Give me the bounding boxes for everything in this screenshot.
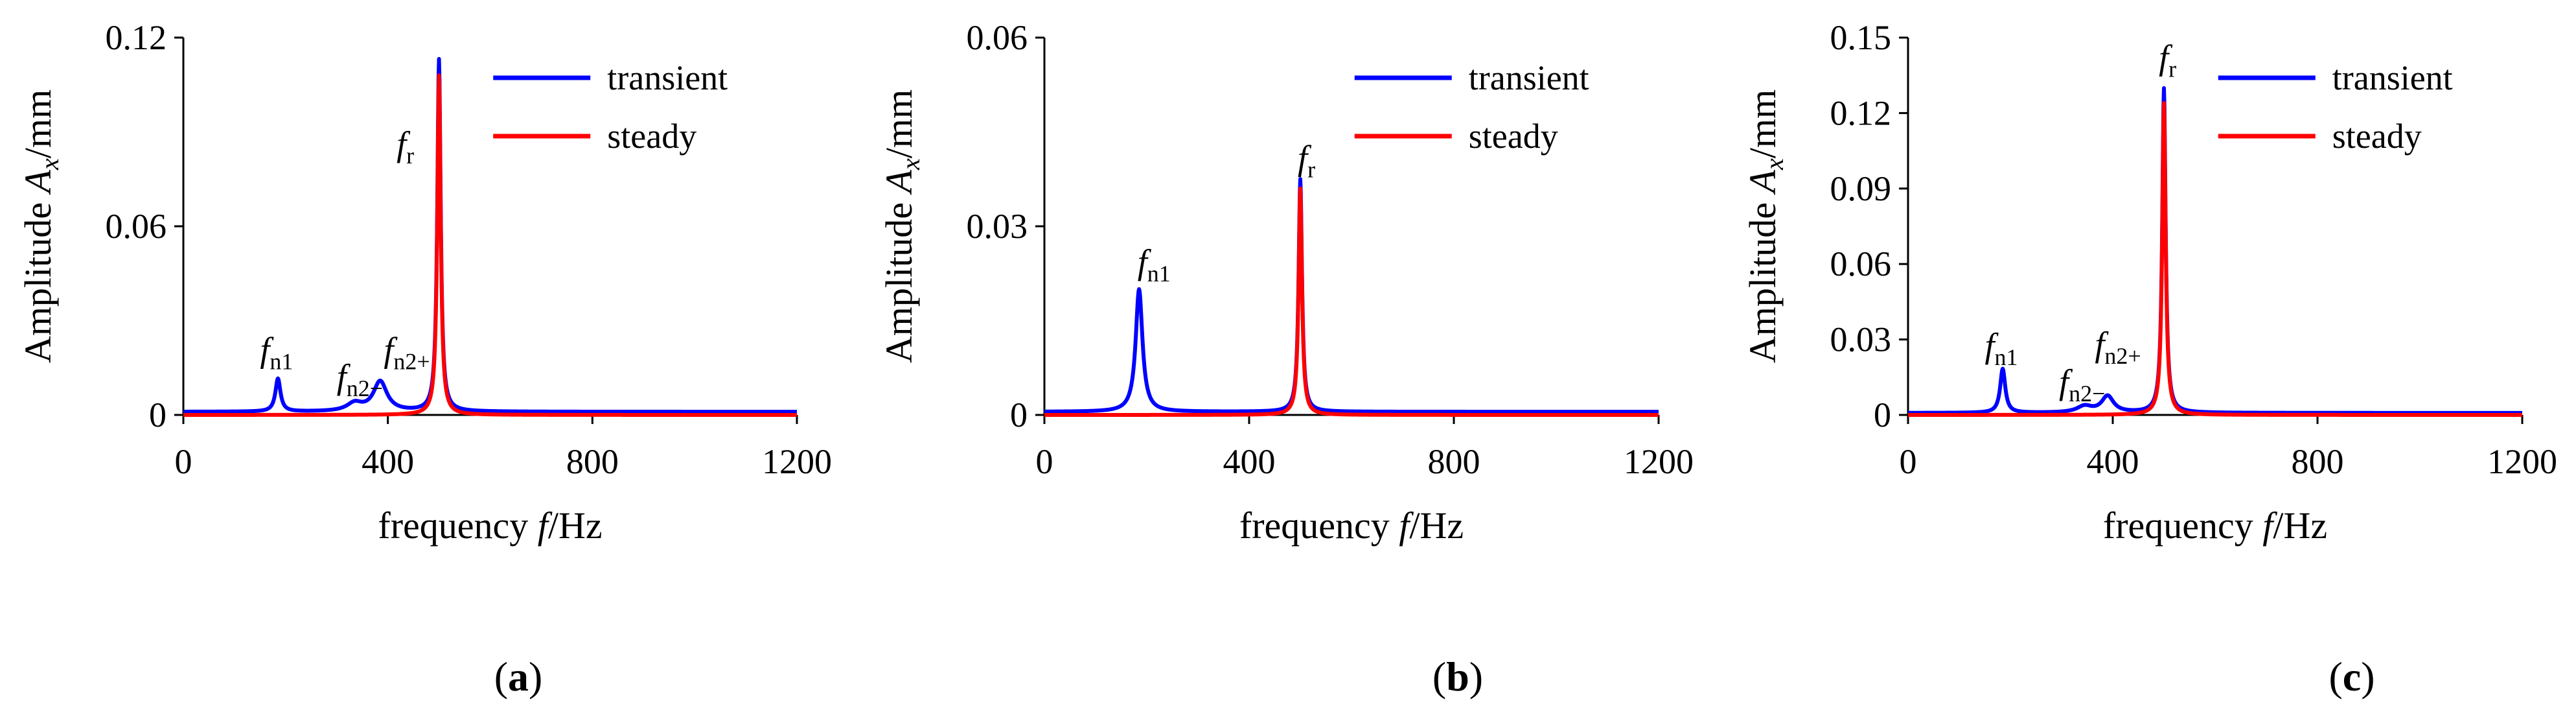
legend-label: transient xyxy=(607,58,728,97)
x-tick-label: 0 xyxy=(175,442,192,481)
y-tick-label: 0.03 xyxy=(967,207,1028,246)
x-axis-label-text: frequency xyxy=(2103,504,2262,547)
peak-annotation: fr xyxy=(397,124,414,169)
peak-annotation: fn1 xyxy=(1138,242,1171,287)
peak-annotation-sub: n1 xyxy=(1995,344,2018,370)
peak-annotation-sub: n1 xyxy=(270,349,293,375)
y-axis-label-sub: x xyxy=(896,158,925,171)
panel-1: 0 0.06 0.12 0 400 800 1200 frequency f/Hz Amplit… xyxy=(17,18,832,700)
x-tick-label: 800 xyxy=(1428,442,1480,481)
peak-annotation: fr xyxy=(1298,139,1315,183)
panel-2: 0 0.03 0.06 0 400 800 1200 frequency f/Hz Amplit… xyxy=(878,18,1694,700)
peak-annotation: fn1 xyxy=(260,331,293,375)
y-axis-label-var: A xyxy=(878,169,920,195)
panel-label-paren: ( xyxy=(1432,654,1446,700)
legend-label: steady xyxy=(2332,117,2422,156)
legend-label: transient xyxy=(2332,58,2453,97)
series-line-steady xyxy=(1906,100,2524,417)
y-axis-label-unit: /mm xyxy=(1742,89,1784,158)
series-line-transient xyxy=(181,56,799,414)
y-tick-label: 0.06 xyxy=(967,18,1028,57)
peak-annotation: fn1 xyxy=(1985,326,2018,370)
y-axis-label: Amplitude Ax/mm xyxy=(1742,89,1789,363)
panel-label-letter: b xyxy=(1446,654,1469,700)
x-axis-label-text: frequency xyxy=(378,504,537,547)
y-axis-label-unit: /mm xyxy=(878,89,920,158)
y-tick-label: 0.12 xyxy=(106,18,167,57)
peak-annotation: fn2− xyxy=(337,357,383,401)
peak-annotation-sub: r xyxy=(406,143,414,169)
x-tick-label: 800 xyxy=(2292,442,2344,481)
y-tick-label: 0.12 xyxy=(1830,93,1892,132)
panel-label: (a) xyxy=(494,654,543,700)
series-line-transient xyxy=(1042,177,1661,414)
x-axis-label-unit: /Hz xyxy=(1409,504,1464,547)
panel-label: (c) xyxy=(2329,654,2375,700)
peak-annotation-sub: r xyxy=(1307,157,1315,183)
y-axis-label-sub: x xyxy=(1760,158,1789,171)
panel-label-paren: ) xyxy=(2361,654,2375,700)
panel-label: (b) xyxy=(1432,654,1483,700)
y-axis-label-text: Amplitude xyxy=(17,193,59,363)
panel-label-letter: c xyxy=(2343,654,2361,700)
x-axis-label-text: frequency xyxy=(1239,504,1399,547)
x-tick-label: 0 xyxy=(1900,442,1917,481)
y-axis-label-text: Amplitude xyxy=(1742,193,1784,363)
y-axis-label-var: A xyxy=(17,169,59,195)
x-tick-label: 400 xyxy=(1223,442,1276,481)
y-tick-label: 0 xyxy=(1010,395,1028,434)
peak-annotation: fn2+ xyxy=(2095,325,2141,369)
x-tick-label: 1200 xyxy=(1624,442,1694,481)
peak-annotation: fn2+ xyxy=(384,331,430,375)
x-axis-label-unit: /Hz xyxy=(548,504,603,547)
x-tick-label: 1200 xyxy=(2487,442,2557,481)
panel-3: 0 0.03 0.06 0.09 0.12 0.15 0 400 800 1200 frequenc… xyxy=(1742,18,2557,700)
peak-annotation-sub: n2− xyxy=(2069,381,2105,407)
y-tick-label: 0 xyxy=(1874,395,1891,434)
y-tick-label: 0 xyxy=(149,395,167,434)
x-tick-label: 0 xyxy=(1036,442,1053,481)
series-line-steady xyxy=(181,73,799,417)
peak-annotation-sub: n2+ xyxy=(393,349,430,375)
y-tick-label: 0.15 xyxy=(1830,18,1892,57)
peak-annotation: fr xyxy=(2159,38,2176,82)
y-axis-label-sub: x xyxy=(35,158,64,171)
y-axis-label-var: A xyxy=(1742,169,1784,195)
panel-label-paren: ) xyxy=(529,654,542,700)
panel-label-letter: a xyxy=(508,654,529,700)
y-axis-label-text: Amplitude xyxy=(878,193,920,363)
y-tick-label: 0.03 xyxy=(1830,320,1892,359)
x-axis-label: frequency f/Hz xyxy=(2103,504,2327,547)
y-tick-label: 0.09 xyxy=(1830,169,1892,208)
series-line-steady xyxy=(1042,186,1661,417)
panel-label-paren: ) xyxy=(1469,654,1483,700)
panel-label-paren: ( xyxy=(2329,654,2342,700)
legend-label: steady xyxy=(1469,117,1558,156)
x-axis-label-unit: /Hz xyxy=(2273,504,2327,547)
y-tick-label: 0.06 xyxy=(106,207,167,246)
x-tick-label: 1200 xyxy=(762,442,832,481)
peak-annotation-sub: r xyxy=(2168,56,2176,82)
x-tick-label: 400 xyxy=(2087,442,2139,481)
y-axis-label: Amplitude Ax/mm xyxy=(17,89,64,363)
peak-annotation: fn2− xyxy=(2059,362,2105,407)
y-axis-label-unit: /mm xyxy=(17,89,59,158)
peak-annotation-sub: n2+ xyxy=(2104,343,2141,369)
series-line-transient xyxy=(1906,86,2524,415)
y-axis-label: Amplitude Ax/mm xyxy=(878,89,925,363)
legend-label: transient xyxy=(1469,58,1589,97)
x-tick-label: 800 xyxy=(566,442,619,481)
y-tick-label: 0.06 xyxy=(1830,244,1892,283)
x-axis-label: frequency f/Hz xyxy=(1239,504,1464,547)
peak-annotation-sub: n2− xyxy=(347,375,383,401)
peak-annotation-sub: n1 xyxy=(1147,261,1171,287)
x-axis-label: frequency f/Hz xyxy=(378,504,602,547)
legend-label: steady xyxy=(607,117,696,156)
x-tick-label: 400 xyxy=(362,442,414,481)
panel-label-paren: ( xyxy=(494,654,508,700)
